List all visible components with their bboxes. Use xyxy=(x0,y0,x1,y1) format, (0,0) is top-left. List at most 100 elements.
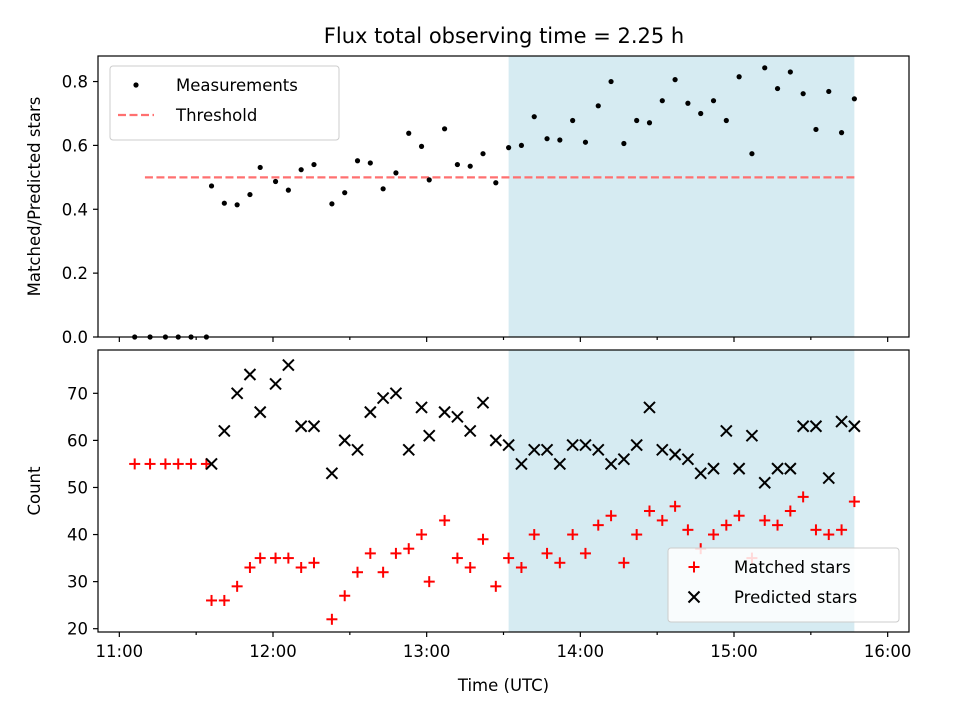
measurement-point xyxy=(518,142,525,149)
predicted-point xyxy=(784,462,797,475)
predicted-point xyxy=(325,467,339,480)
matched-point xyxy=(231,580,243,592)
matched-point xyxy=(515,562,527,574)
matched-point xyxy=(200,458,212,470)
matched-point xyxy=(490,580,502,592)
matched-point xyxy=(206,594,218,606)
predicted-point xyxy=(528,443,541,457)
measurement-point xyxy=(570,117,576,124)
predicted-point xyxy=(745,429,759,442)
measurement-point xyxy=(221,200,227,206)
predicted-point xyxy=(643,401,656,414)
measurement-point xyxy=(329,201,335,207)
predicted-point xyxy=(822,471,835,485)
measurement-point xyxy=(257,164,263,171)
y-axis-label: Matched/Predicted stars xyxy=(25,97,44,297)
predicted-point xyxy=(282,358,295,372)
matched-point xyxy=(784,505,796,517)
measurement-point xyxy=(531,114,537,120)
predicted-point xyxy=(694,467,707,480)
predicted-point xyxy=(630,438,643,452)
measurement-point xyxy=(285,187,291,193)
matched-point xyxy=(720,519,732,531)
x-tick-label: 15:00 xyxy=(710,642,758,661)
predicted-point xyxy=(351,443,364,457)
predicted-point xyxy=(205,457,218,471)
matched-point xyxy=(656,514,668,526)
matched-point xyxy=(185,458,197,470)
matched-point xyxy=(244,562,256,574)
matched-point xyxy=(377,566,389,578)
predicted-point xyxy=(489,434,503,447)
matched-point xyxy=(643,505,655,517)
matched-point xyxy=(403,543,415,555)
predicted-point xyxy=(243,368,257,381)
measurement-point xyxy=(787,69,793,75)
matched-point xyxy=(708,529,720,541)
measurement-point xyxy=(208,183,215,189)
measurement-point xyxy=(406,130,412,136)
matched-point xyxy=(669,500,681,512)
predicted-point xyxy=(269,377,282,391)
series-predicted-stars xyxy=(205,358,861,489)
matched-point xyxy=(477,533,489,545)
measurement-point xyxy=(342,190,348,196)
measurement-point xyxy=(298,167,304,173)
measurement-point xyxy=(685,100,691,106)
legend-label: Measurements xyxy=(176,76,298,95)
matched-point xyxy=(836,524,848,536)
predicted-point xyxy=(848,420,861,433)
matched-point xyxy=(682,524,694,536)
measurement-point xyxy=(826,88,832,95)
matched-point xyxy=(172,458,184,470)
matched-point xyxy=(848,496,860,508)
measurement-point xyxy=(380,186,386,192)
predicted-point xyxy=(553,457,567,471)
predicted-point xyxy=(218,424,231,438)
matched-point xyxy=(823,529,835,541)
x-tick-label: 16:00 xyxy=(864,642,912,661)
legend-label: Predicted stars xyxy=(734,588,857,607)
measurement-point xyxy=(582,139,589,145)
matched-point xyxy=(464,562,476,574)
series-matched-stars xyxy=(129,458,860,625)
measurement-point xyxy=(493,180,499,186)
predicted-point xyxy=(402,443,415,457)
matched-point xyxy=(567,529,579,541)
measurement-point xyxy=(659,98,665,104)
legend-label: Threshold xyxy=(175,106,257,125)
measurement-point xyxy=(838,130,845,136)
measurement-point xyxy=(710,98,717,104)
y-tick-label: 0.8 xyxy=(62,73,88,92)
predicted-point xyxy=(771,462,784,475)
y-tick-label: 20 xyxy=(67,620,88,639)
ratio-panel: 0.0 0.2 0.4 0.6 0.8 Matched/Predicted stars Me… xyxy=(25,55,910,347)
matched-point xyxy=(631,529,643,541)
matched-point xyxy=(218,594,230,606)
matched-point xyxy=(129,458,141,470)
chart-title: Flux total observing time = 2.25 h xyxy=(324,24,684,48)
measurement-point xyxy=(467,163,473,169)
legend: Measurements Threshold xyxy=(109,65,340,141)
matched-point xyxy=(416,529,428,541)
measurement-point xyxy=(247,191,253,198)
predicted-point xyxy=(389,387,403,400)
matched-point xyxy=(579,547,591,559)
measurement-point xyxy=(441,126,448,132)
y-tick-label: 40 xyxy=(67,526,88,545)
measurement-point xyxy=(749,151,755,157)
matched-point xyxy=(528,529,540,541)
y-tick-label: 50 xyxy=(67,478,88,497)
predicted-point xyxy=(809,420,823,433)
measurement-point xyxy=(723,117,729,124)
legend: Matched stars Predicted stars xyxy=(667,547,900,623)
matched-point xyxy=(423,576,435,588)
predicted-point xyxy=(364,405,377,419)
predicted-point xyxy=(656,443,669,457)
predicted-point xyxy=(540,443,554,457)
y-tick-label: 30 xyxy=(67,573,88,592)
predicted-point xyxy=(451,410,464,424)
count-panel: 11:00 12:00 13:00 14:00 15:00 16:00 20 30 40 50 60… xyxy=(25,349,912,695)
x-tick-label: 13:00 xyxy=(403,642,451,661)
y-tick-label: 0.6 xyxy=(62,136,88,155)
